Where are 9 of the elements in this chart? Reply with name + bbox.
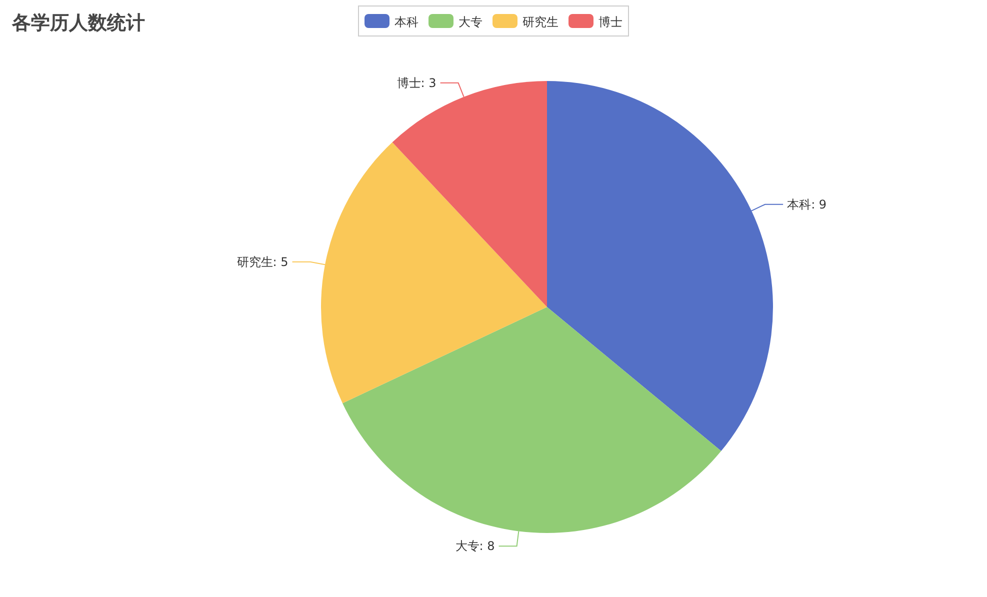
data-label: 本科: 9 xyxy=(787,197,827,212)
data-label: 研究生: 5 xyxy=(236,254,288,269)
legend-label: 研究生 xyxy=(522,15,558,29)
legend-label: 博士 xyxy=(598,15,622,29)
legend-label: 大专 xyxy=(458,15,482,29)
legend-label: 本科 xyxy=(394,15,418,29)
text: 各学历人数统计 xyxy=(11,12,145,34)
data-label: 博士: 3 xyxy=(396,76,436,90)
data-label: 大专: 8 xyxy=(455,539,495,554)
